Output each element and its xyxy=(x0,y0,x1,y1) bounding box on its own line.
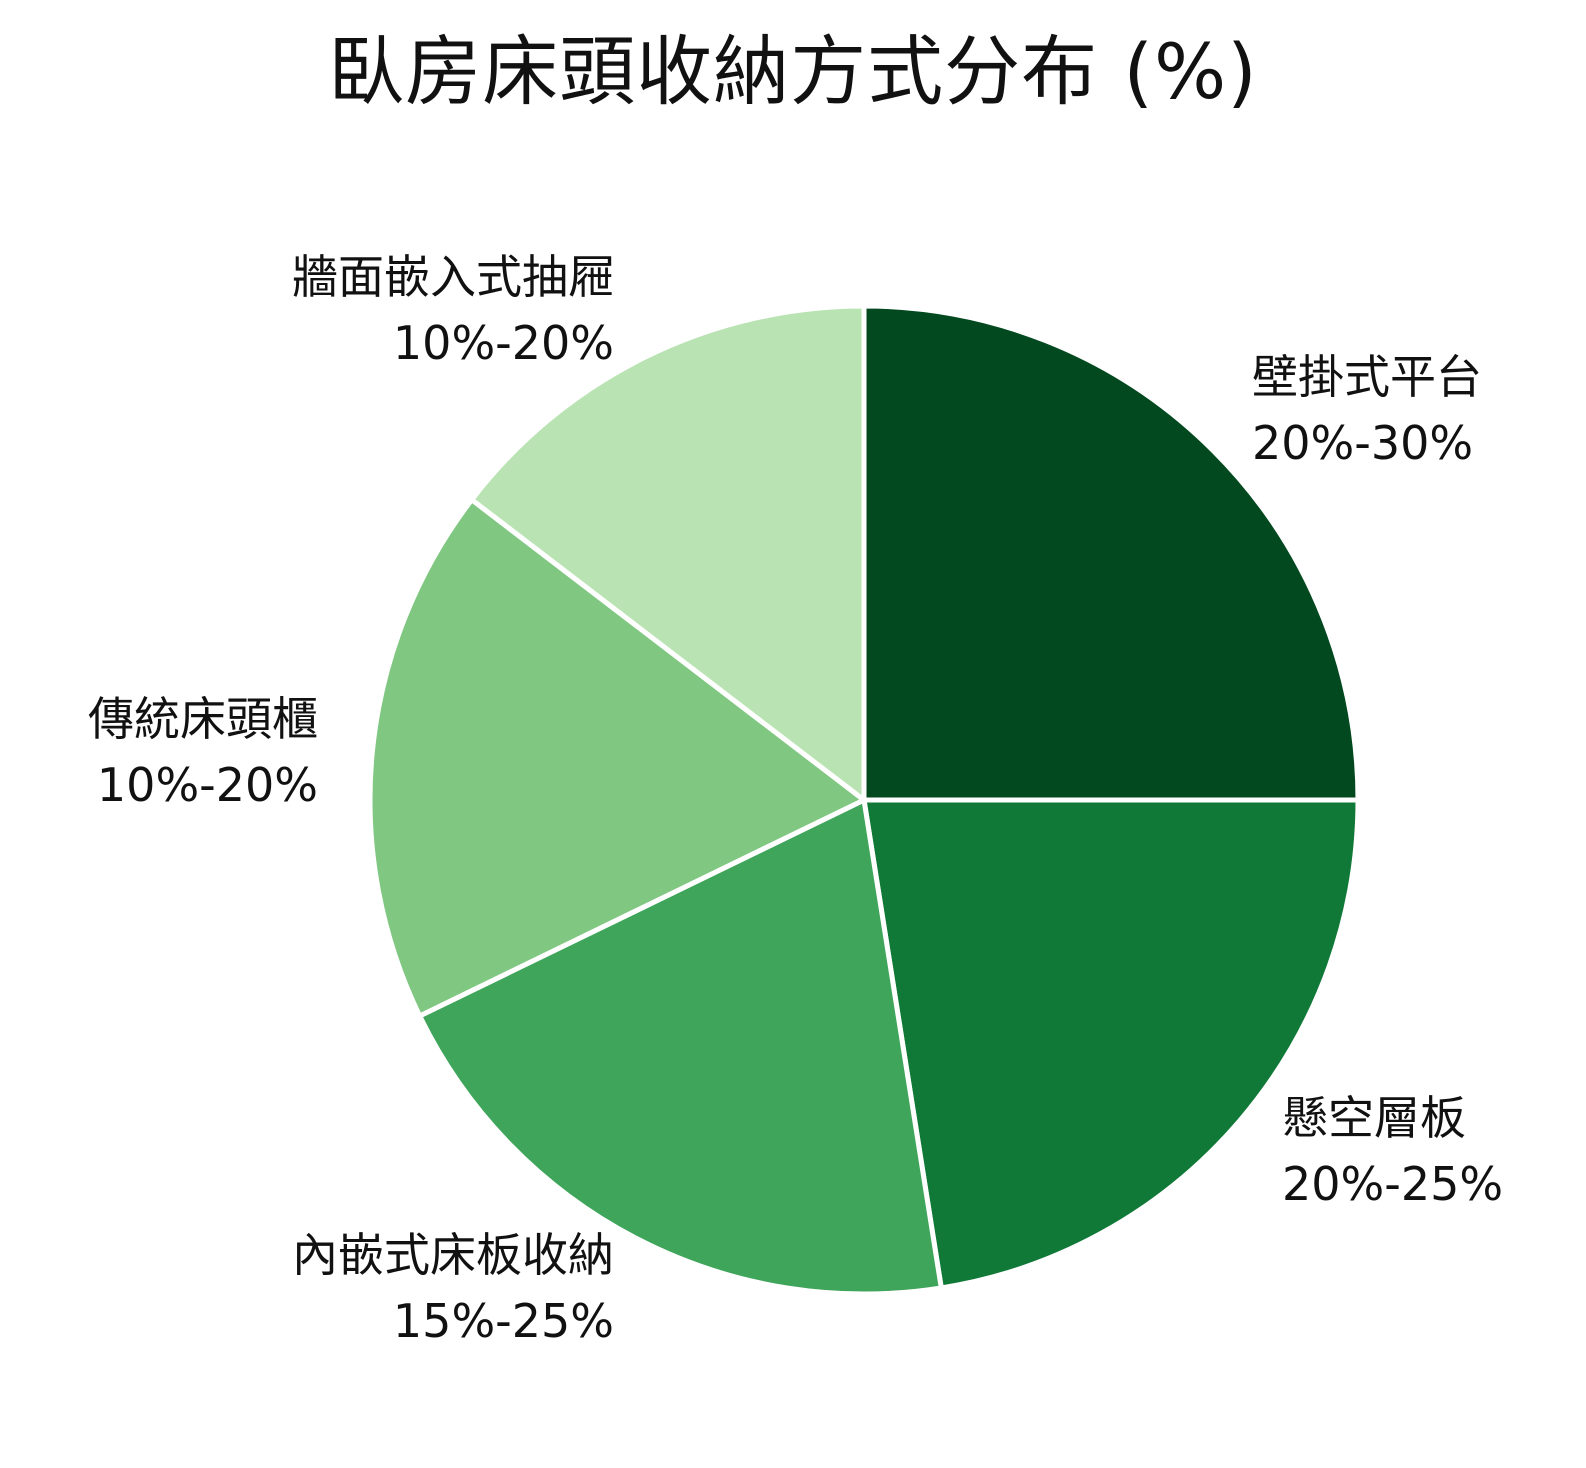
pie-slice xyxy=(861,303,1361,803)
pie-slice xyxy=(417,797,944,1297)
slice-label-range: 20%-25% xyxy=(1282,1157,1504,1211)
slice-label-range: 10%-20% xyxy=(392,316,614,370)
slice-label-floating-shelf: 懸空層板 20%-25% xyxy=(1282,1085,1503,1217)
pie-slice xyxy=(861,797,1361,1291)
slice-label-name: 牆面嵌入式抽屜 xyxy=(292,250,614,304)
slice-label-name: 傳統床頭櫃 xyxy=(88,692,318,746)
slice-label-name: 內嵌式床板收納 xyxy=(292,1228,614,1282)
slice-label-range: 15%-25% xyxy=(392,1294,614,1348)
slice-label-wall-mounted-platform: 壁掛式平台 20%-30% xyxy=(1252,344,1482,476)
slice-label-name: 懸空層板 xyxy=(1282,1091,1466,1145)
pie-slice xyxy=(367,497,867,1019)
slice-label-traditional-nightstand: 傳統床頭櫃 10%-20% xyxy=(88,686,318,818)
slice-label-wall-embedded-drawer: 牆面嵌入式抽屜 10%-20% xyxy=(292,244,614,376)
slice-label-range: 10%-20% xyxy=(96,758,318,812)
slice-label-range: 20%-30% xyxy=(1252,416,1474,470)
slice-label-name: 壁掛式平台 xyxy=(1252,350,1482,404)
chart-title: 臥房床頭收納方式分布 (%) xyxy=(328,27,1258,116)
pie-slice xyxy=(469,303,867,803)
slice-label-built-in-bedframe-storage: 內嵌式床板收納 15%-25% xyxy=(292,1222,614,1354)
